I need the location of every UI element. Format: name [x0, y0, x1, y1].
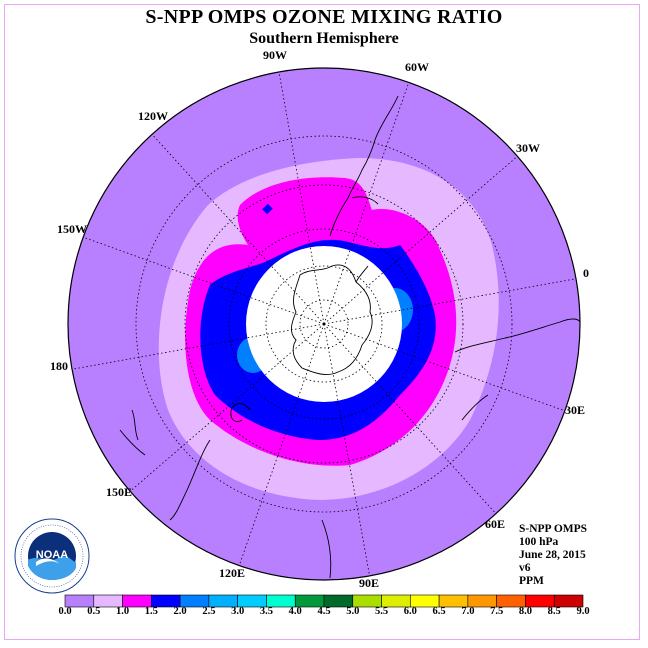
colorbar-tick-label: 8.5	[547, 606, 561, 617]
lon-label-180: 180	[50, 359, 68, 373]
colorbar	[64, 594, 584, 608]
page-title: S-NPP OMPS OZONE MIXING RATIO	[145, 6, 503, 28]
colorbar-tick-label: 1.5	[144, 606, 158, 617]
colorbar-tick-label: 3.5	[259, 606, 273, 617]
figure-frame	[4, 4, 640, 640]
colorbar-tick-label: 3.0	[231, 606, 245, 617]
noaa-logo-icon: NOAA	[14, 518, 90, 594]
lon-label-90w: 90W	[263, 48, 287, 62]
colorbar-tick-label: 6.0	[403, 606, 417, 617]
info-units: PPM	[519, 575, 544, 587]
lon-label-60w: 60W	[405, 60, 429, 74]
colorbar-tick-label: 6.5	[432, 606, 446, 617]
lon-label-60e: 60E	[485, 517, 506, 531]
lon-label-150e: 150E	[106, 485, 133, 499]
info-date: June 28, 2015	[519, 549, 586, 561]
lon-label-90e: 90E	[359, 576, 380, 590]
page-subtitle: Southern Hemisphere	[249, 30, 399, 47]
lon-label-120e: 120E	[219, 566, 246, 580]
lon-label-0: 0	[583, 266, 589, 280]
info-level: 100 hPa	[519, 536, 559, 548]
lon-label-30w: 30W	[516, 141, 540, 155]
colorbar-swatch	[553, 594, 584, 608]
colorbar-tick-label: 7.5	[490, 606, 504, 617]
colorbar-tick-label: 0.5	[87, 606, 101, 617]
colorbar-tick-label: 2.5	[202, 606, 216, 617]
colorbar-tick-label: 0.0	[58, 606, 72, 617]
colorbar-tick-label: 5.5	[374, 606, 389, 617]
colorbar-tick-label: 4.0	[288, 606, 302, 617]
colorbar-tick-label: 8.0	[518, 606, 532, 617]
ozone-spot	[262, 203, 273, 215]
info-version: v6	[519, 562, 531, 574]
south-pole-marker	[322, 322, 326, 326]
colorbar-tick-label: 2.0	[173, 606, 187, 617]
colorbar-tick-label: 9.0	[576, 606, 590, 617]
graticule	[68, 71, 580, 579]
colorbar-tick-label: 4.5	[317, 606, 331, 617]
colorbar-tick-label: 1.0	[115, 606, 130, 617]
colorbar-tick-label: 7.0	[461, 606, 475, 617]
lon-label-150w: 150W	[57, 222, 87, 236]
noaa-logo-text: NOAA	[36, 549, 68, 561]
map-boundary	[67, 67, 581, 581]
colorbar-tick-label: 5.0	[346, 606, 360, 617]
info-instrument: S-NPP OMPS	[519, 523, 588, 535]
colorbar-labels: 0.0 0.5 1.0 1.5 2.0 2.5 3.0 3.5 4.0 4.5 5.0 5.5 6.0 6…	[0, 606, 648, 622]
lon-label-30e: 30E	[565, 403, 586, 417]
lon-label-120w: 120W	[138, 109, 168, 123]
coastlines	[119, 95, 580, 579]
